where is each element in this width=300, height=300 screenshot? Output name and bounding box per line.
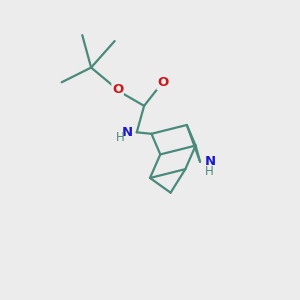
Text: H: H bbox=[205, 165, 213, 178]
Text: N: N bbox=[122, 126, 133, 139]
Text: O: O bbox=[112, 83, 123, 96]
Text: N: N bbox=[205, 155, 216, 168]
Text: O: O bbox=[157, 76, 168, 89]
Text: H: H bbox=[116, 131, 125, 144]
